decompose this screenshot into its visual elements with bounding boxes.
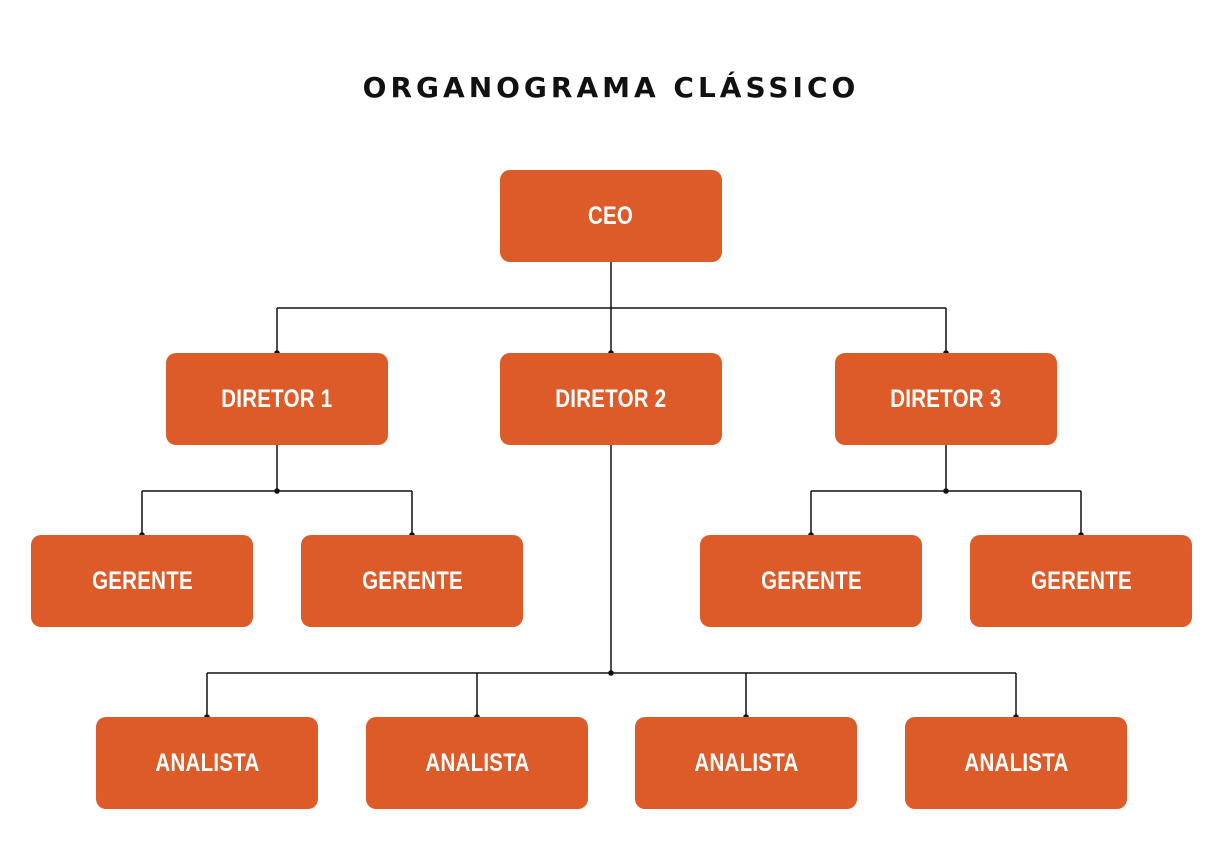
node-manager-4-label: GERENTE [1030, 566, 1132, 595]
node-director-1-label: DIRETOR 1 [221, 384, 333, 413]
node-director-3-label: DIRETOR 3 [890, 384, 1002, 413]
node-analyst-4: ANALISTA [905, 717, 1127, 809]
node-analyst-2: ANALISTA [366, 717, 588, 809]
node-analyst-2-label: ANALISTA [424, 748, 530, 777]
node-analyst-4-label: ANALISTA [963, 748, 1069, 777]
junction-dot [608, 670, 614, 676]
node-analyst-3-label: ANALISTA [693, 748, 799, 777]
node-manager-3-label: GERENTE [760, 566, 862, 595]
node-analyst-1: ANALISTA [96, 717, 318, 809]
node-manager-1-label: GERENTE [91, 566, 193, 595]
node-ceo: CEO [500, 170, 722, 262]
node-director-1: DIRETOR 1 [166, 353, 388, 445]
node-manager-2: GERENTE [301, 535, 523, 627]
node-manager-3: GERENTE [700, 535, 922, 627]
node-director-2: DIRETOR 2 [500, 353, 722, 445]
node-analyst-1-label: ANALISTA [154, 748, 260, 777]
node-manager-4: GERENTE [970, 535, 1192, 627]
node-manager-1: GERENTE [31, 535, 253, 627]
node-manager-2-label: GERENTE [361, 566, 463, 595]
page-title: ORGANOGRAMA CLÁSSICO [362, 71, 860, 104]
node-director-2-label: DIRETOR 2 [555, 384, 667, 413]
junction-dot [943, 488, 949, 494]
junction-dot [274, 488, 280, 494]
node-director-3: DIRETOR 3 [835, 353, 1057, 445]
node-ceo-label: CEO [588, 201, 634, 230]
node-analyst-3: ANALISTA [635, 717, 857, 809]
